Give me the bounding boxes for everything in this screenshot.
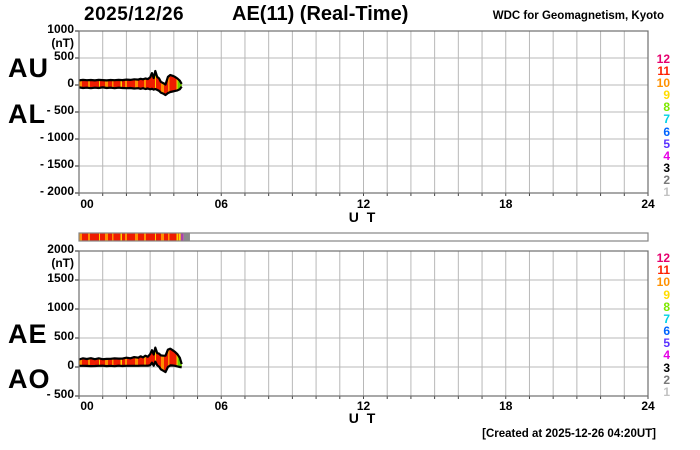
index-band xyxy=(79,347,182,373)
band-tip xyxy=(177,71,182,95)
colorbar-border xyxy=(78,232,649,242)
y-tick-label: 1500 xyxy=(47,271,74,285)
y-tick-label: - 2000 xyxy=(39,184,74,198)
ut-label-bottom: U T xyxy=(348,410,378,426)
station-count-8: 8 xyxy=(663,100,670,115)
station-count-12: 12 xyxy=(656,251,670,265)
aeao-plot xyxy=(75,250,649,399)
al-axis-label: AL xyxy=(8,99,46,129)
y-tick-label: 0 xyxy=(67,76,74,90)
station-count-7: 7 xyxy=(663,311,670,326)
y-tick-label: - 1000 xyxy=(39,130,74,144)
x-tick-label: 18 xyxy=(499,197,513,211)
station-count-9: 9 xyxy=(663,287,670,302)
x-tick-label: 00 xyxy=(80,399,94,413)
x-tick-label: 06 xyxy=(214,197,228,211)
station-count-1: 1 xyxy=(663,384,670,399)
page-title: AE(11) (Real-Time) xyxy=(232,3,409,25)
station-count-11: 11 xyxy=(657,64,670,79)
plot-border xyxy=(78,30,649,194)
y-tick-label: - 500 xyxy=(46,387,74,401)
ae-axis-label: AE xyxy=(8,319,48,349)
station-count-10: 10 xyxy=(656,275,670,290)
ao-line xyxy=(79,360,182,374)
colorbar-mark xyxy=(183,233,190,241)
x-tick-label: 18 xyxy=(499,399,513,413)
station-count-5: 5 xyxy=(663,336,670,351)
date-label: 2025/12/26 xyxy=(84,4,185,25)
y-tick-label: - 500 xyxy=(46,103,74,117)
station-count-2: 2 xyxy=(663,372,670,387)
colorbar-mark xyxy=(178,233,181,241)
x-tick-label: 00 xyxy=(80,197,94,211)
unit-label: (nT) xyxy=(51,36,74,50)
ut-label-top: U T xyxy=(348,209,378,225)
y-tick-label: - 1500 xyxy=(39,157,74,171)
y-tick-label: 2000 xyxy=(47,242,74,256)
au-line xyxy=(78,69,183,86)
station-count-6: 6 xyxy=(663,124,670,139)
station-colorbar xyxy=(78,232,649,242)
station-count-9: 9 xyxy=(663,88,670,103)
x-tick-label: 12 xyxy=(356,399,371,413)
station-count-12: 12 xyxy=(656,52,670,66)
station-count-2: 2 xyxy=(663,172,670,187)
unit-label: (nT) xyxy=(51,256,74,270)
y-tick-label: 1000 xyxy=(47,22,74,36)
y-tick-label: 0 xyxy=(67,358,74,372)
station-count-4: 4 xyxy=(663,348,670,363)
station-count-10: 10 xyxy=(656,76,670,91)
au-axis-label: AU xyxy=(8,53,49,83)
band-tip xyxy=(177,347,182,373)
y-tick-label: 1000 xyxy=(47,300,74,314)
station-count-11: 11 xyxy=(657,263,670,278)
station-count-6: 6 xyxy=(663,324,670,339)
aual-plot xyxy=(75,30,649,196)
x-tick-label: 24 xyxy=(641,399,655,413)
ae-line xyxy=(78,346,183,365)
station-count-5: 5 xyxy=(663,136,670,151)
y-tick-label: 500 xyxy=(53,329,74,343)
plot-border xyxy=(78,250,649,397)
station-count-7: 7 xyxy=(663,112,670,127)
station-count-3: 3 xyxy=(663,360,670,375)
x-tick-label: 06 xyxy=(214,399,228,413)
al-line xyxy=(78,85,183,97)
station-count-8: 8 xyxy=(663,299,670,314)
colorbar-mark xyxy=(180,233,184,241)
x-tick-label: 24 xyxy=(641,197,655,211)
station-count-4: 4 xyxy=(663,148,670,163)
station-count-1: 1 xyxy=(663,184,670,199)
station-count-3: 3 xyxy=(663,160,670,175)
ao-axis-label: AO xyxy=(8,364,51,394)
credit-label: WDC for Geomagnetism, Kyoto xyxy=(492,10,664,22)
colorbar-data-segment xyxy=(79,233,181,241)
x-tick-label: 12 xyxy=(356,197,371,211)
created-at-label: [Created at 2025-12-26 04:20UT] xyxy=(482,428,656,440)
y-tick-label: 500 xyxy=(53,49,74,63)
